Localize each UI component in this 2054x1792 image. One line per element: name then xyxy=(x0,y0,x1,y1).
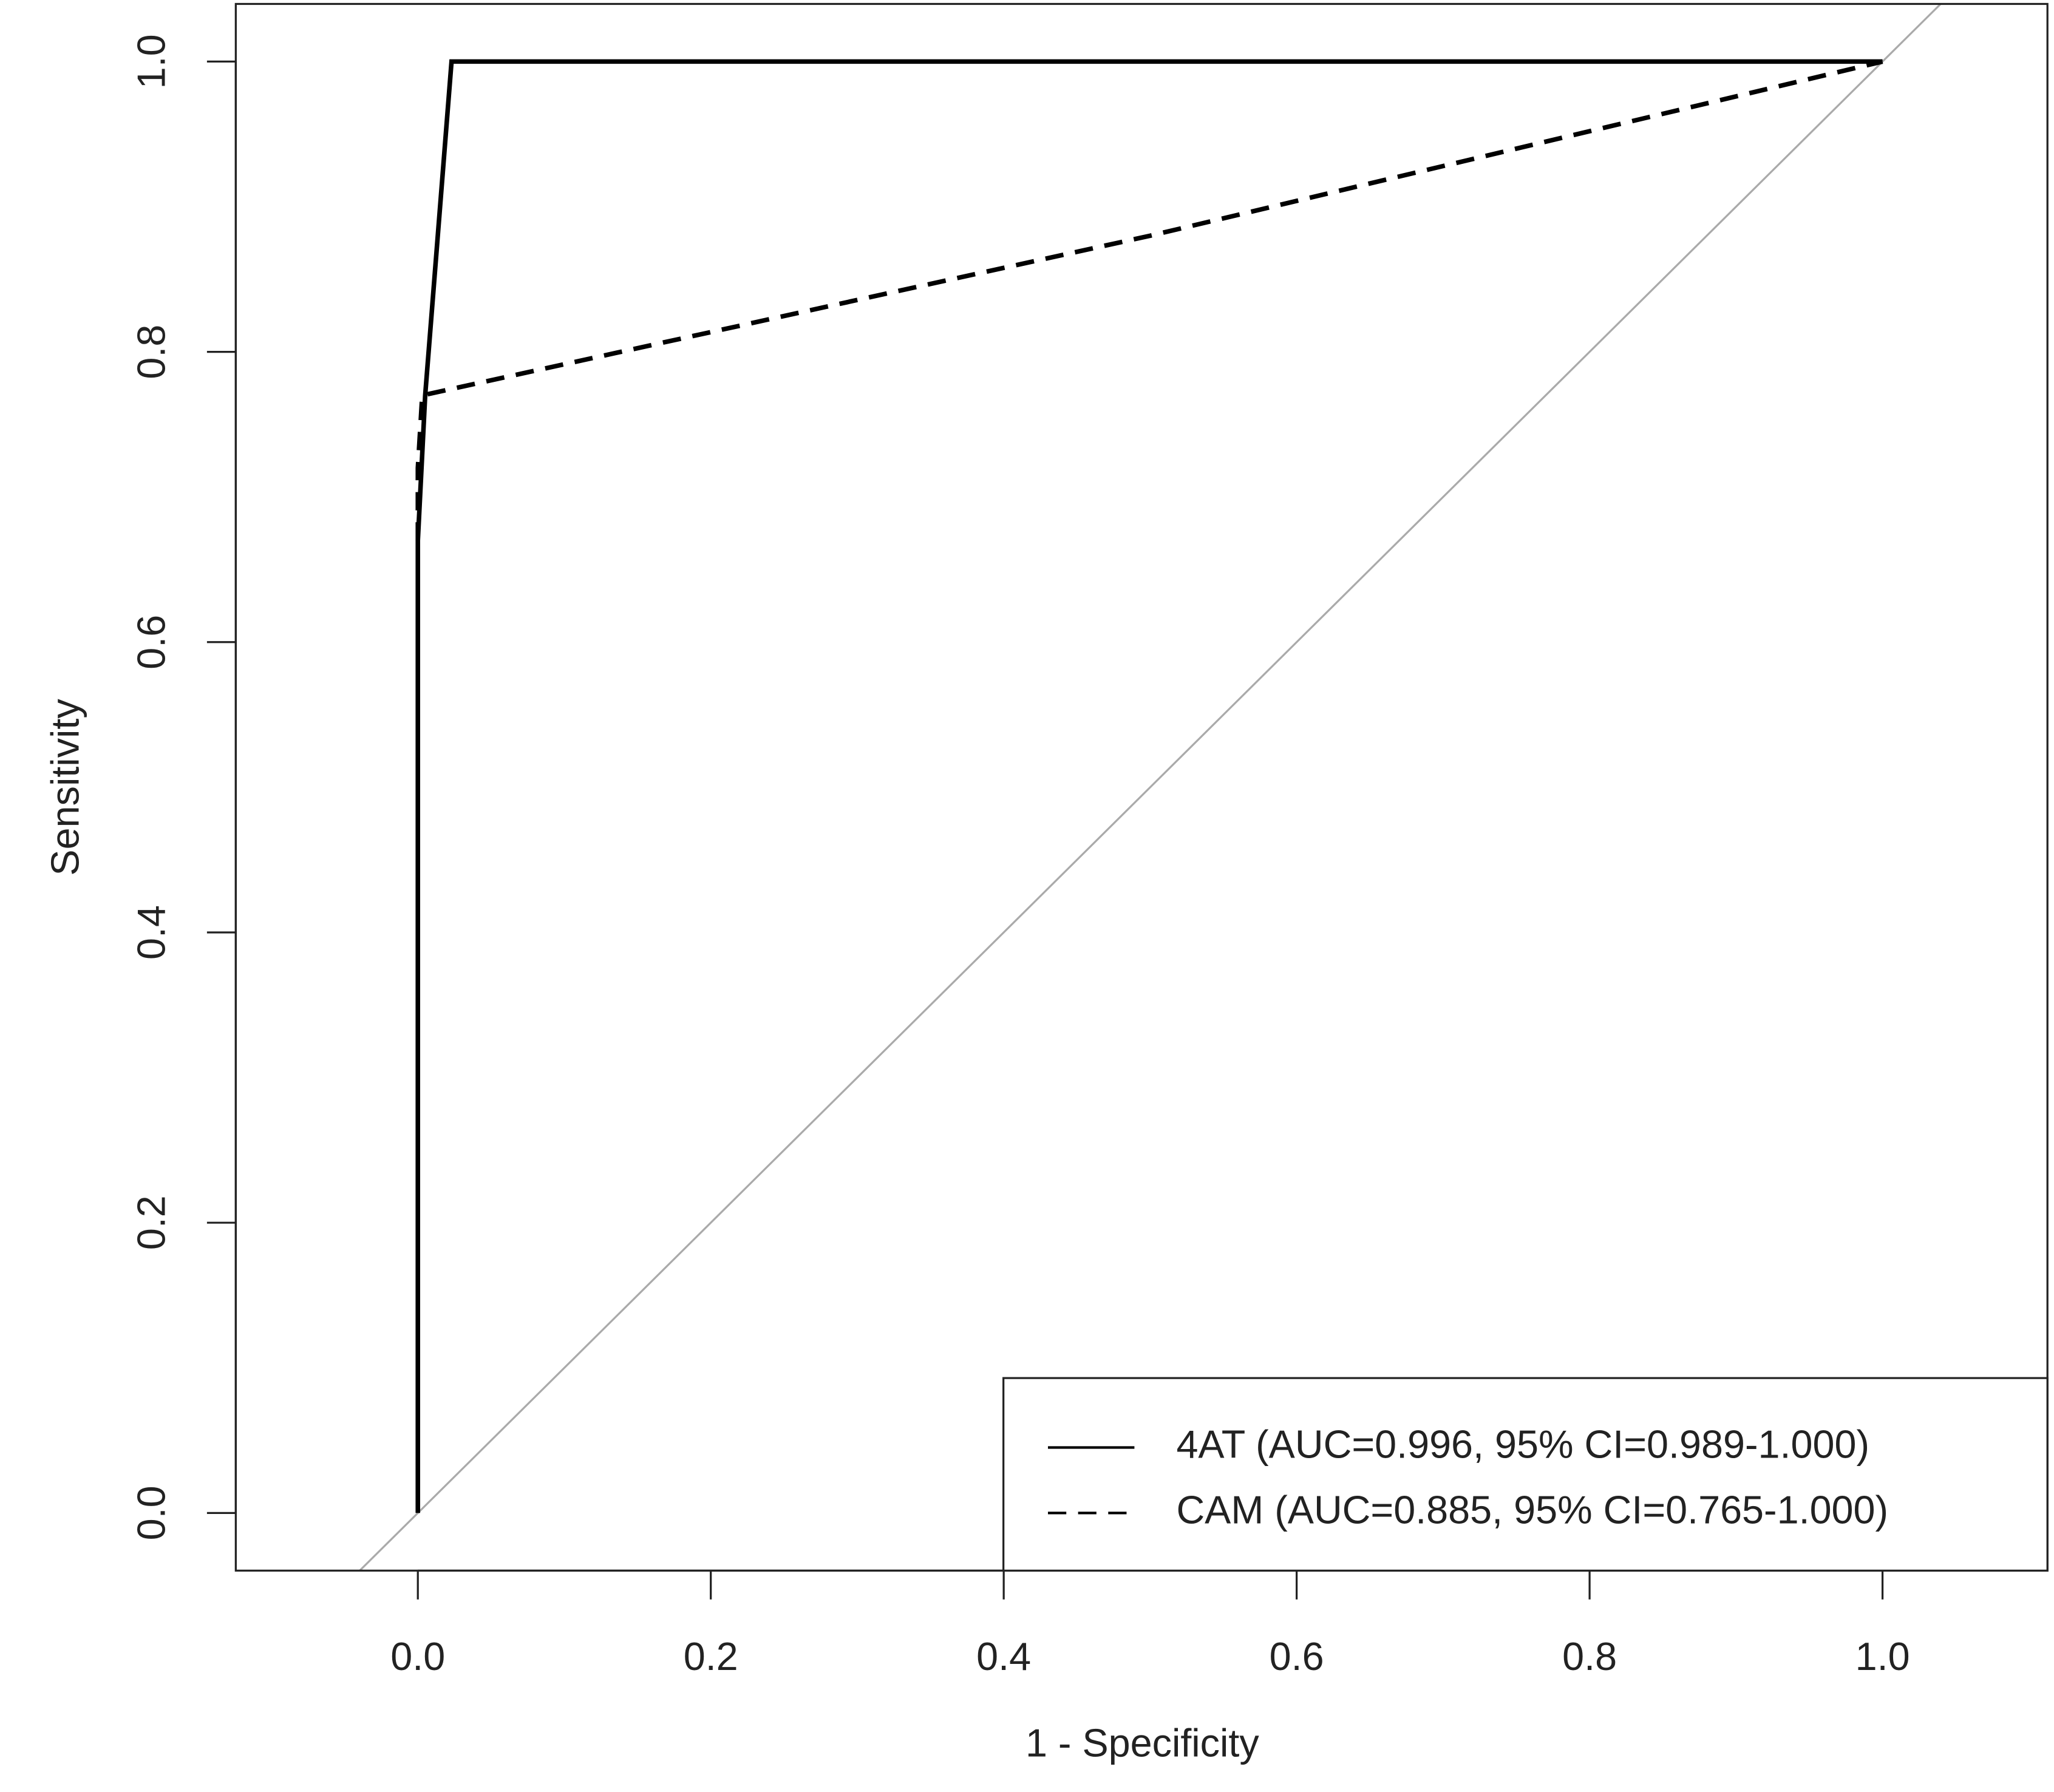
legend-label: CAM (AUC=0.885, 95% CI=0.765-1.000) xyxy=(1176,1487,1888,1532)
x-tick-label: 0.0 xyxy=(390,1634,445,1678)
roc-line xyxy=(415,59,1883,541)
y-axis-label: Sensitivity xyxy=(43,699,87,876)
x-tick-label: 0.2 xyxy=(684,1634,738,1678)
legend-box xyxy=(1002,1377,2049,1572)
x-axis-label: 1 - Specificity xyxy=(1025,1721,1259,1765)
roc-line xyxy=(415,59,1883,1513)
reference-line xyxy=(358,4,1942,1571)
y-tick-label: 0.2 xyxy=(129,1195,174,1250)
x-tick-label: 0.4 xyxy=(976,1634,1031,1678)
y-tick-label: 0.8 xyxy=(129,325,174,379)
y-tick-label: 0.0 xyxy=(129,1485,174,1540)
x-tick-label: 0.8 xyxy=(1562,1634,1617,1678)
y-tick-label: 0.6 xyxy=(129,615,174,670)
y-tick-label: 1.0 xyxy=(129,34,174,89)
x-tick-label: 0.6 xyxy=(1270,1634,1324,1678)
legend-label: 4AT (AUC=0.996, 95% CI=0.989-1.000) xyxy=(1176,1422,1869,1467)
y-tick-label: 0.4 xyxy=(129,905,174,960)
x-tick-label: 1.0 xyxy=(1855,1634,1910,1678)
